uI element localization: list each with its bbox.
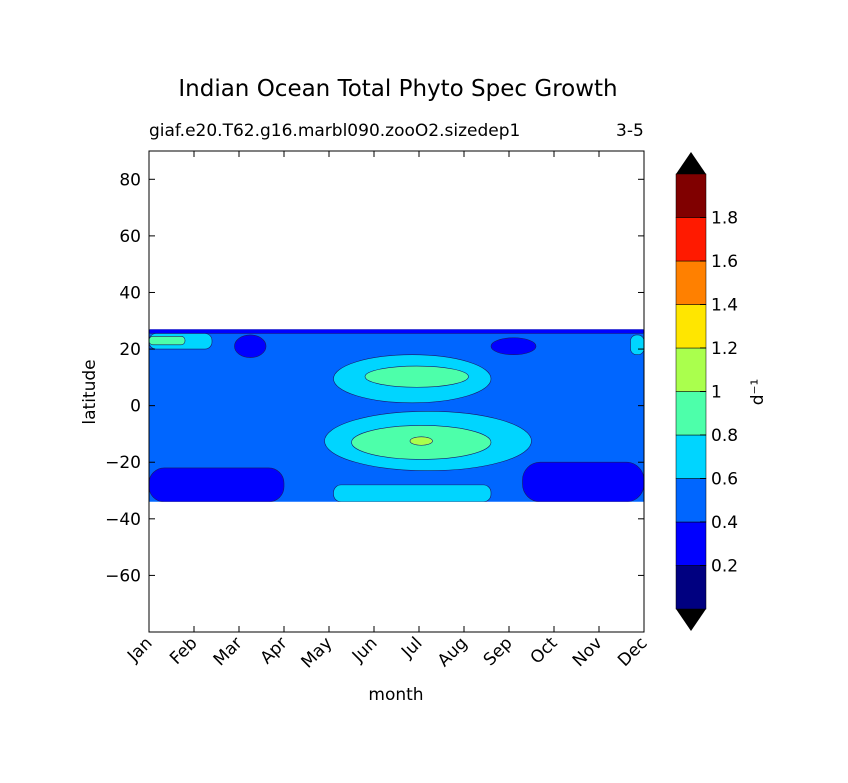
contour-region-jul-yellow-green-spot [409,436,433,446]
y-tick-label: −40 [105,510,141,530]
colorbar-segment [675,173,707,218]
colorbar-tick-label: 0.8 [711,426,738,446]
colorbar-tick-label: 0.2 [711,557,738,577]
x-tick-label: Oct [527,633,562,668]
contour-region-mid-year-north-green [364,365,469,388]
y-tick-label: 40 [119,283,141,303]
season-label: 3-5 [616,121,644,141]
colorbar-tick-label: 1.8 [711,209,738,229]
colorbar-segment [675,347,707,392]
y-tick-label: 60 [119,227,141,247]
contour-field [149,151,644,632]
contour-region-sep-blue-blob [490,337,537,356]
x-tick-label: Dec [614,633,651,670]
contour-region-north-arabian-green-patch [149,336,186,346]
x-tick-label: Apr [257,633,292,668]
x-tick-label: Mar [210,633,247,670]
x-tick-label: Nov [569,633,607,671]
colorbar-tick-label: 1.2 [711,339,738,359]
y-tick-label: −60 [105,566,141,586]
colorbar-extend-top [676,152,706,174]
x-tick-label: Jul [397,633,426,662]
contour-region-south-edge-cyan-band [333,484,492,503]
contour-region-winter-south-west-blue [149,467,285,503]
chart-title: Indian Ocean Total Phyto Spec Growth [178,76,618,102]
colorbar-label: d⁻¹ [748,379,768,406]
colorbar-segment [675,217,707,262]
y-tick-label: 0 [130,397,141,417]
y-tick-label: −20 [105,453,141,473]
colorbar-segment [675,304,707,349]
colorbar-tick-label: 0.4 [711,513,738,533]
plot-frame [148,150,645,633]
colorbar-tick-label: 0.6 [711,470,738,490]
no-data-north [149,151,644,330]
colorbar-extend-bottom [676,609,706,631]
x-tick-label: May [298,633,337,672]
colorbar-segment [675,521,707,566]
colorbar-tick-label: 1.4 [711,296,738,316]
colorbar-tick-label: 1 [711,383,722,403]
contour-region-winter-south-east-blue [522,461,644,503]
y-tick-label: 20 [119,340,141,360]
y-axis-label: latitude [80,359,100,424]
x-tick-label: Sep [480,633,517,670]
colorbar-tick-label: 1.6 [711,252,738,272]
contour-region-north-east-cyan-patch [630,334,644,356]
no-data-south [149,501,644,632]
colorbar-segment [675,565,707,610]
colorbar-segment [675,434,707,479]
x-tick-label: Feb [166,633,201,668]
colorbar: 0.2 0.4 0.6 0.8 1 1.2 1.4 1.6 1.8 [675,152,738,631]
colorbar-segment [675,260,707,305]
y-tick-label: 80 [119,170,141,190]
x-tick-label: Aug [434,633,472,671]
contour-region-north-edge-band [149,328,644,334]
colorbar-segment [675,478,707,523]
plot-area [148,150,645,633]
chart-subtitle: giaf.e20.T62.g16.marbl090.zooO2.sizedep1 [149,121,521,141]
colorbar-segment [675,391,707,436]
contour-region-mar-blue-blob [234,334,267,358]
x-axis-label: month [368,685,423,705]
x-tick-label: Jan [123,633,156,666]
x-tick-label: Jun [348,633,382,667]
